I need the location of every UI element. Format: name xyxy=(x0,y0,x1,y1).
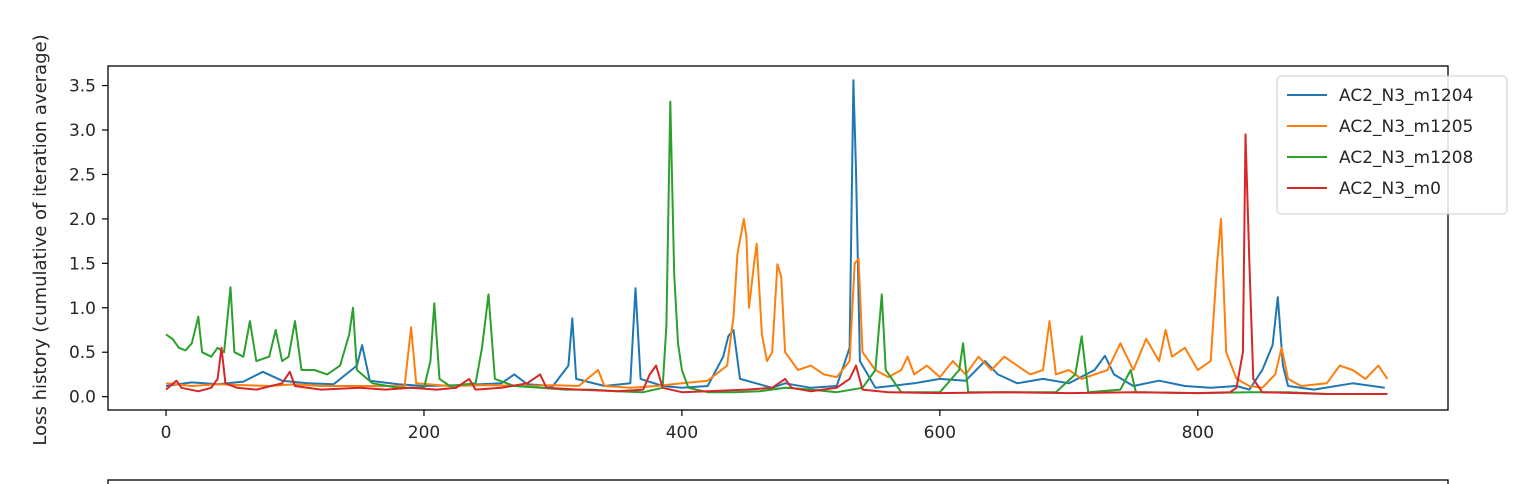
x-tick-label: 400 xyxy=(666,423,698,443)
y-tick-label: 0.5 xyxy=(69,343,96,363)
series-line-AC2_N3_m0 xyxy=(165,133,1388,395)
y-tick-label: 0.0 xyxy=(69,388,96,408)
plot-area xyxy=(108,66,1448,410)
legend-label: AC2_N3_m1208 xyxy=(1339,148,1473,168)
y-tick-label: 1.0 xyxy=(69,299,96,319)
next-subplot-frame-edge xyxy=(107,479,1449,484)
legend-label: AC2_N3_m0 xyxy=(1339,179,1441,199)
x-tick-label: 600 xyxy=(924,423,956,443)
series-lines xyxy=(165,79,1389,395)
y-axis-label: Loss history (cumulative of iteration av… xyxy=(30,34,51,445)
x-tick-label: 0 xyxy=(161,423,172,443)
y-tick-label: 2.0 xyxy=(69,210,96,230)
x-tick-label: 800 xyxy=(1182,423,1214,443)
legend-label: AC2_N3_m1204 xyxy=(1339,86,1473,106)
legend-box xyxy=(1276,75,1508,215)
y-tick-label: 3.5 xyxy=(69,77,96,97)
y-tick-label: 3.0 xyxy=(69,121,96,141)
series-line-AC2_N3_m1204 xyxy=(165,79,1385,391)
y-tick-label: 2.5 xyxy=(69,165,96,185)
legend: AC2_N3_m1204 AC2_N3_m1205 AC2_N3_m1208 AC2_… xyxy=(1276,75,1508,215)
legend-label: AC2_N3_m1205 xyxy=(1339,117,1473,137)
y-tick-label: 1.5 xyxy=(69,254,96,274)
series-line-AC2_N3_m1205 xyxy=(165,217,1389,389)
y-axis-ticks: 0.0 0.5 1.0 1.5 2.0 2.5 3.0 3.5 xyxy=(69,77,108,408)
axes-frame xyxy=(107,65,1449,411)
x-axis-ticks: 0 200 400 600 800 xyxy=(161,410,1214,443)
x-tick-label: 200 xyxy=(408,423,440,443)
plot-background xyxy=(108,66,1448,410)
